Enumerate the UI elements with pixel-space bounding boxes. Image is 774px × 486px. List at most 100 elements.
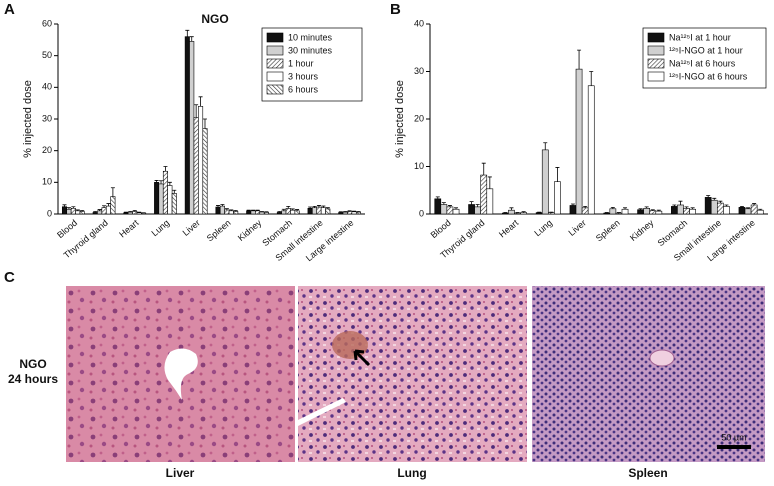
legend-label: 3 hours (288, 71, 319, 81)
error-bar (476, 205, 480, 207)
bar (356, 212, 360, 214)
error-bar (470, 202, 474, 205)
bar (343, 212, 347, 214)
error-bar (168, 182, 172, 185)
bar (141, 213, 145, 214)
bar (717, 203, 723, 214)
bar (133, 211, 137, 214)
error-bar (577, 50, 581, 69)
bar (638, 210, 644, 214)
row-label: NGO (19, 357, 46, 371)
legend-label: ¹²⁵I-NGO at 1 hour (669, 45, 743, 55)
error-bar (543, 143, 547, 150)
bar (246, 211, 250, 214)
error-bar (190, 37, 194, 42)
bar (203, 129, 207, 215)
bar (233, 211, 237, 214)
bar (80, 211, 84, 214)
error-bar (185, 30, 189, 36)
bar (453, 209, 459, 214)
bar (644, 208, 650, 214)
chart-title: NGO (201, 12, 228, 26)
legend-label: Na¹²⁵I at 1 hour (669, 32, 731, 42)
bar (154, 182, 158, 214)
y-tick-label: 40 (42, 82, 52, 92)
error-bar (678, 201, 682, 205)
x-tick-label: Blood (429, 218, 453, 240)
panel-label: A (4, 1, 15, 18)
bar (739, 207, 745, 214)
bar (339, 212, 343, 214)
deposit (332, 331, 368, 359)
caption: Lung (397, 466, 426, 480)
bar (190, 41, 194, 214)
bar (159, 184, 163, 214)
bar (487, 189, 493, 214)
bar (198, 106, 202, 214)
x-tick-label: Liver (181, 218, 202, 238)
legend-swatch (267, 33, 283, 42)
bar (326, 209, 330, 214)
bar (711, 200, 717, 214)
bar (255, 211, 259, 214)
x-tick-label: Blood (55, 218, 79, 240)
bar (67, 209, 71, 214)
bar (93, 212, 97, 214)
bar (469, 205, 475, 215)
bar (286, 208, 290, 214)
y-tick-label: 50 (42, 50, 52, 60)
bar (185, 37, 189, 214)
bar (536, 213, 542, 214)
bar (723, 206, 729, 214)
bar (542, 150, 548, 214)
bar (106, 206, 110, 214)
x-tick-label: Liver (567, 218, 588, 238)
bar (282, 211, 286, 214)
panel-label: B (390, 1, 401, 18)
legend-swatch (267, 59, 283, 68)
legend-swatch (648, 46, 664, 55)
y-tick-label: 0 (47, 208, 52, 218)
error-bar (589, 72, 593, 86)
bar (435, 199, 441, 214)
row-label: 24 hours (8, 372, 58, 386)
legend-swatch (648, 72, 664, 81)
bar (441, 205, 447, 215)
y-axis-label: % injected dose (394, 80, 406, 158)
bar (690, 209, 696, 214)
panel-label: C (4, 269, 15, 286)
bar (290, 210, 294, 214)
bar (622, 209, 628, 214)
x-tick-label: Heart (497, 217, 521, 239)
bar (447, 207, 453, 214)
y-tick-label: 10 (42, 177, 52, 187)
bar (751, 205, 757, 214)
bar (111, 197, 115, 214)
legend-label: ¹²⁵I-NGO at 6 hours (669, 71, 748, 81)
bar (216, 207, 220, 214)
panel-c: C NGO 24 hours 50 µm Liver Lung Spleen (4, 269, 765, 480)
x-tick-label: Lung (532, 218, 554, 239)
bar (604, 213, 610, 214)
bar (308, 208, 312, 214)
bar (352, 212, 356, 214)
bar (548, 213, 554, 214)
bar (347, 211, 351, 214)
bar (321, 208, 325, 214)
bar (251, 211, 255, 214)
bar (102, 208, 106, 214)
bar (137, 213, 141, 214)
error-bar (199, 97, 203, 107)
legend-swatch (648, 33, 664, 42)
error-bar (482, 163, 486, 175)
bar (317, 207, 321, 214)
error-bar (106, 204, 110, 207)
bar (757, 210, 763, 214)
legend-label: 10 minutes (288, 32, 333, 42)
legend-swatch (267, 46, 283, 55)
bar (475, 207, 481, 214)
bar (610, 209, 616, 214)
error-bar (555, 167, 559, 181)
bar (671, 206, 677, 214)
y-tick-label: 60 (42, 18, 52, 28)
